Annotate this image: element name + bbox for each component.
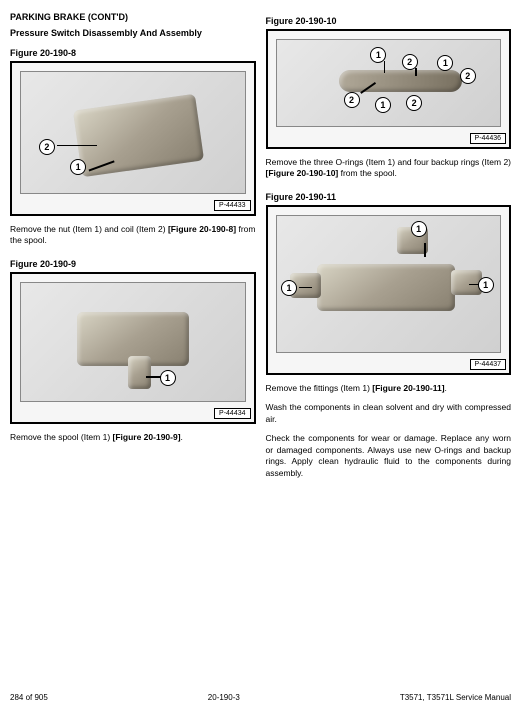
valve-body-placeholder bbox=[317, 264, 456, 312]
callout-1: 1 bbox=[411, 221, 427, 237]
figure-20-190-10: 1 2 1 2 2 1 2 P-44436 bbox=[266, 29, 512, 149]
text: . bbox=[445, 383, 447, 393]
figure-label: Figure 20-190-8 bbox=[10, 48, 256, 58]
figure-ref: [Figure 20-190-9] bbox=[113, 432, 181, 442]
photo-id: P-44436 bbox=[470, 133, 506, 144]
figure-image: 1 1 1 bbox=[276, 215, 502, 353]
callout-1: 1 bbox=[437, 55, 453, 71]
text: Remove the fittings (Item 1) bbox=[266, 383, 373, 393]
instruction-text: Remove the fittings (Item 1) [Figure 20-… bbox=[266, 383, 512, 394]
page-number: 284 of 905 bbox=[10, 693, 48, 702]
spool-placeholder bbox=[339, 70, 462, 92]
callout-2: 2 bbox=[402, 54, 418, 70]
figure-image: 2 1 bbox=[20, 71, 246, 194]
text: from the spool. bbox=[338, 168, 397, 178]
text: Remove the nut (Item 1) and coil (Item 2… bbox=[10, 224, 168, 234]
instruction-text: Remove the nut (Item 1) and coil (Item 2… bbox=[10, 224, 256, 247]
figure-20-190-9: 1 P-44434 bbox=[10, 272, 256, 424]
callout-1: 1 bbox=[478, 277, 494, 293]
manual-title: T3571, T3571L Service Manual bbox=[400, 693, 511, 702]
section-number: 20-190-3 bbox=[208, 693, 240, 702]
callout-2: 2 bbox=[344, 92, 360, 108]
leader-line bbox=[415, 68, 417, 77]
instruction-text: Wash the components in clean solvent and… bbox=[266, 402, 512, 425]
spool-placeholder bbox=[128, 356, 150, 389]
callout-1: 1 bbox=[375, 97, 391, 113]
right-column: Figure 20-190-10 1 2 1 2 2 1 2 P-44436 R… bbox=[266, 12, 512, 487]
figure-label: Figure 20-190-9 bbox=[10, 259, 256, 269]
photo-id: P-44437 bbox=[470, 359, 506, 370]
callout-2: 2 bbox=[406, 95, 422, 111]
figure-ref: [Figure 20-190-11] bbox=[372, 383, 444, 393]
text: Remove the spool (Item 1) bbox=[10, 432, 113, 442]
figure-ref: [Figure 20-190-10] bbox=[266, 168, 339, 178]
callout-1: 1 bbox=[160, 370, 176, 386]
text: Remove the three O-rings (Item 1) and fo… bbox=[266, 157, 512, 167]
instruction-text: Remove the three O-rings (Item 1) and fo… bbox=[266, 157, 512, 180]
figure-20-190-11: 1 1 1 P-44437 bbox=[266, 205, 512, 375]
photo-id: P-44433 bbox=[214, 200, 250, 211]
section-title: PARKING BRAKE (CONT'D) bbox=[10, 12, 256, 22]
instruction-text: Check the components for wear or damage.… bbox=[266, 433, 512, 479]
figure-image: 1 2 1 2 2 1 2 bbox=[276, 39, 502, 127]
leader-line bbox=[57, 145, 97, 147]
callout-1: 1 bbox=[281, 280, 297, 296]
photo-id: P-44434 bbox=[214, 408, 250, 419]
figure-label: Figure 20-190-11 bbox=[266, 192, 512, 202]
leader-line bbox=[299, 287, 312, 289]
leader-line bbox=[424, 243, 426, 257]
left-column: PARKING BRAKE (CONT'D) Pressure Switch D… bbox=[10, 12, 256, 487]
figure-image: 1 bbox=[20, 282, 246, 402]
instruction-text: Remove the spool (Item 1) [Figure 20-190… bbox=[10, 432, 256, 443]
callout-2: 2 bbox=[460, 68, 476, 84]
valve-body-placeholder bbox=[73, 94, 204, 177]
figure-ref: [Figure 20-190-8] bbox=[168, 224, 236, 234]
leader-line bbox=[384, 61, 386, 73]
text: . bbox=[181, 432, 183, 442]
page-footer: 284 of 905 20-190-3 T3571, T3571L Servic… bbox=[10, 693, 511, 702]
figure-label: Figure 20-190-10 bbox=[266, 16, 512, 26]
page-columns: PARKING BRAKE (CONT'D) Pressure Switch D… bbox=[10, 12, 511, 487]
figure-20-190-8: 2 1 P-44433 bbox=[10, 61, 256, 216]
section-subtitle: Pressure Switch Disassembly And Assembly bbox=[10, 28, 256, 38]
callout-2: 2 bbox=[39, 139, 55, 155]
